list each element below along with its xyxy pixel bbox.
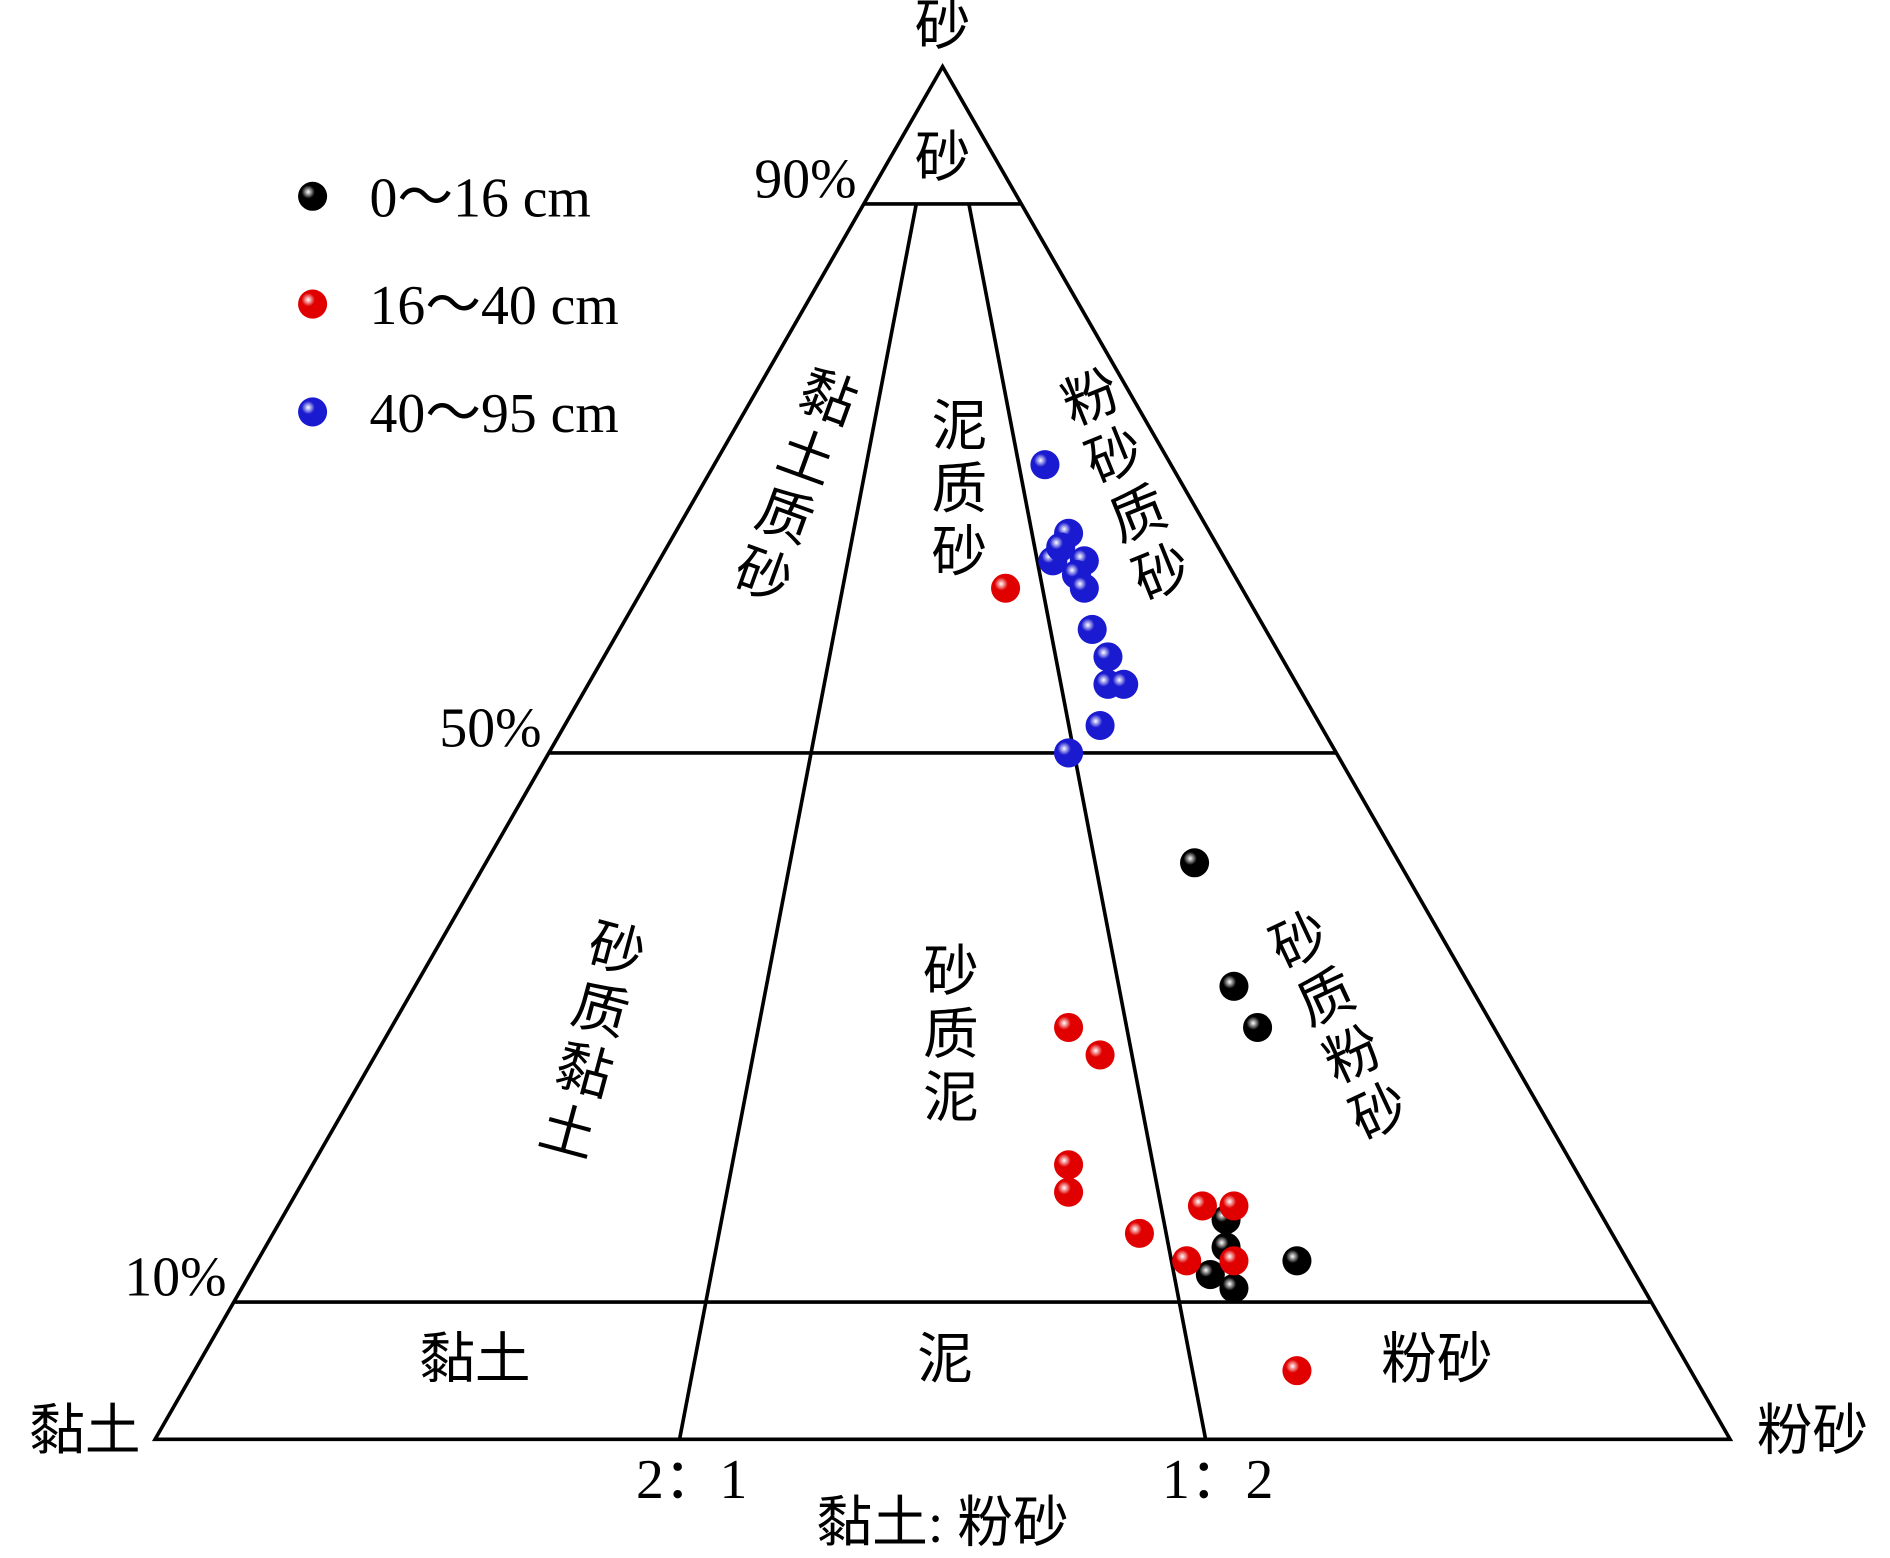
data-point — [1282, 1356, 1312, 1386]
region-label: 砂质泥 — [914, 941, 977, 1130]
data-point — [1054, 1177, 1084, 1207]
data-point — [1180, 848, 1210, 878]
data-point — [1069, 573, 1099, 603]
region-label: 砂质黏土 — [524, 911, 650, 1171]
vertex-left: 黏土 — [29, 1401, 140, 1463]
data-point — [1219, 1273, 1249, 1303]
data-point — [1077, 614, 1107, 644]
data-point — [1172, 1246, 1202, 1276]
data-point — [1219, 1246, 1249, 1276]
ratio-tick-label: 2：1 — [636, 1449, 747, 1511]
sand-tick-label: 50% — [439, 697, 541, 759]
data-point — [1195, 1260, 1225, 1290]
data-point — [1030, 450, 1060, 480]
data-point — [1187, 1191, 1217, 1221]
legend-label: 40～95 cm — [370, 383, 619, 445]
base-label: 黏土: 粉砂 — [816, 1493, 1068, 1555]
sand-tick-label: 10% — [124, 1246, 226, 1308]
legend-marker — [298, 289, 328, 319]
region-label: 泥质砂 — [923, 396, 986, 585]
data-point — [1054, 1150, 1084, 1180]
legend-label: 16～40 cm — [370, 275, 619, 337]
data-point — [1109, 669, 1139, 699]
data-point — [1093, 642, 1123, 672]
vertex-right: 粉砂 — [1757, 1401, 1868, 1463]
sand-tick-label: 90% — [754, 148, 856, 210]
data-point — [1243, 1012, 1273, 1043]
ratio-tick-label: 1：2 — [1162, 1449, 1273, 1511]
region-label: 粉砂 — [1381, 1329, 1492, 1391]
data-point — [991, 573, 1021, 603]
vertex-top: 砂 — [915, 0, 971, 57]
region-label: 砂质粉砂 — [1254, 902, 1417, 1157]
data-point — [1085, 710, 1115, 741]
region-label: 泥 — [917, 1329, 973, 1391]
ratio-boundary — [967, 203, 1208, 1440]
data-point — [1085, 1040, 1115, 1070]
data-point — [1046, 532, 1076, 562]
data-point — [1219, 1191, 1249, 1221]
data-point — [1124, 1218, 1154, 1248]
region-label: 砂 — [915, 127, 971, 189]
region-label: 黏土质砂 — [718, 357, 863, 615]
data-point — [1054, 738, 1084, 768]
legend-label: 0～16 cm — [370, 167, 591, 229]
region-label: 黏土 — [419, 1329, 530, 1391]
legend-marker — [298, 397, 328, 427]
data-point — [1054, 1012, 1084, 1043]
data-point — [1219, 971, 1249, 1001]
data-point — [1282, 1246, 1312, 1276]
legend-marker — [298, 181, 328, 211]
ratio-boundary — [677, 203, 919, 1440]
